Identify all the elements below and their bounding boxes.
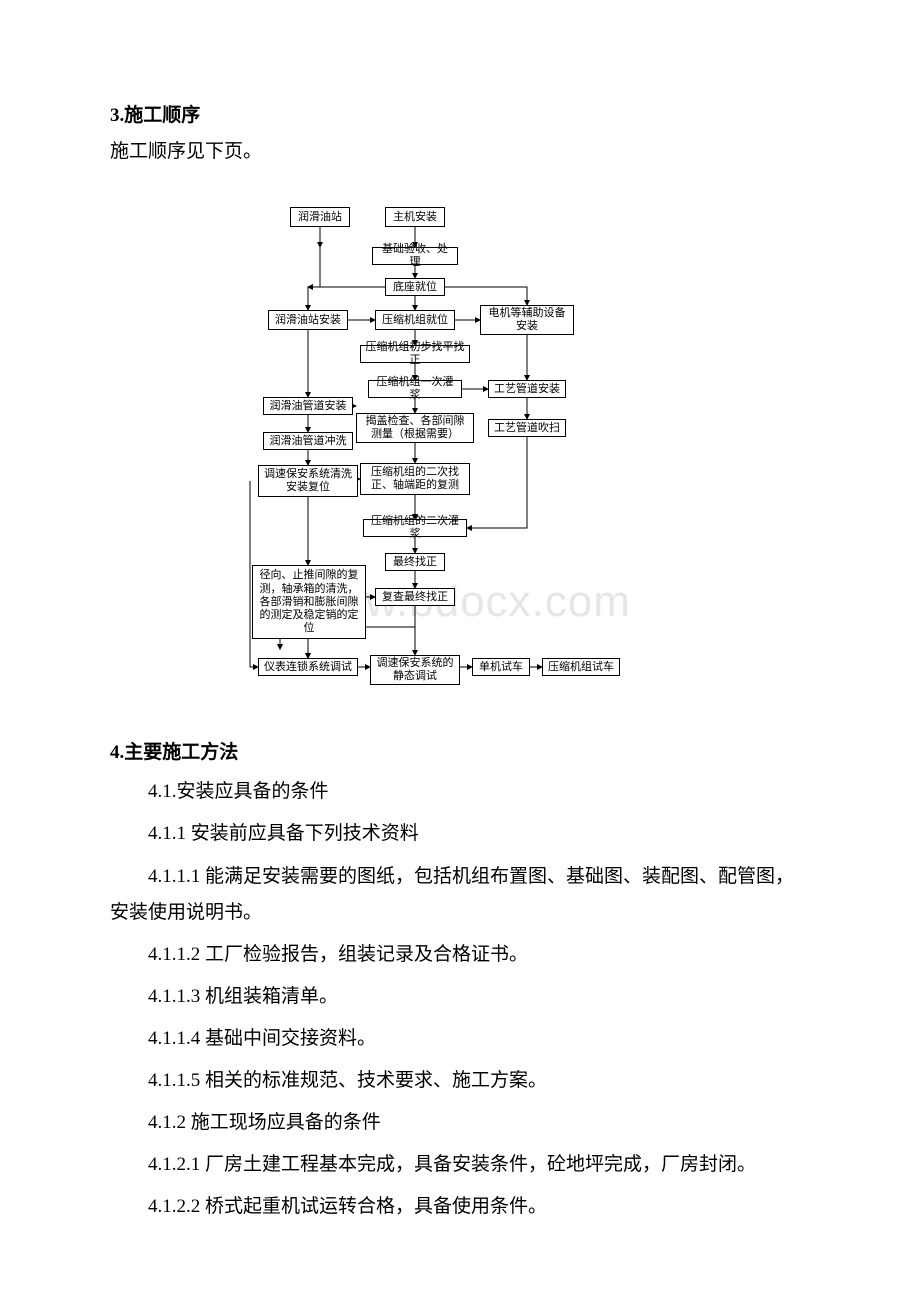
flow-node-n19: 径向、止推间隙的复测，轴承箱的清洗，各部滑销和膨胀间隙的测定及稳定销的定位 (252, 565, 366, 639)
section4-p9: 4.1.2.1 厂房土建工程基本完成，具备安装条件，砼地坪完成，厂房封闭。 (110, 1147, 810, 1183)
section4-p10: 4.1.2.2 桥式起重机试运转合格，具备使用条件。 (110, 1189, 810, 1225)
flow-node-n2: 主机安装 (385, 207, 445, 227)
flow-node-n21: 仪表连锁系统调试 (258, 658, 358, 676)
section4-p4: 4.1.1.2 工厂检验报告，组装记录及合格证书。 (110, 937, 810, 973)
flow-node-n14: 润滑油管道冲洗 (263, 432, 353, 450)
flow-node-n23: 单机试车 (472, 658, 530, 676)
flow-node-n16: 压缩机组的二次找正、轴端距的复测 (360, 463, 470, 495)
section4-p1: 4.1.安装应具备的条件 (110, 774, 810, 810)
flow-node-n9: 压缩机组一次灌浆 (368, 380, 462, 398)
section4-title: 4.主要施工方法 (110, 737, 810, 764)
section4-p5: 4.1.1.3 机组装箱清单。 (110, 979, 810, 1015)
section4-p6: 4.1.1.4 基础中间交接资料。 (110, 1021, 810, 1057)
section3-title: 3.施工顺序 (110, 100, 810, 127)
flow-node-n1: 润滑油站 (290, 207, 350, 227)
flow-node-n20: 复查最终找正 (375, 588, 455, 606)
flow-node-n15: 调速保安系统清洗安装复位 (258, 465, 358, 497)
flow-node-n3: 基础验收、处理 (372, 247, 458, 265)
flow-node-n8: 压缩机组初步找平找正 (360, 345, 470, 363)
flow-node-n22: 调速保安系统的静态调试 (370, 655, 460, 685)
flow-node-n5: 润滑油站安装 (268, 310, 348, 330)
section4-p8: 4.1.2 施工现场应具备的条件 (110, 1105, 810, 1141)
flow-node-n4: 底座就位 (385, 278, 445, 296)
section3-intro: 施工顺序见下页。 (110, 137, 810, 167)
flow-node-n6: 压缩机组就位 (375, 310, 455, 330)
flow-node-n10: 工艺管道安装 (488, 380, 566, 398)
flow-node-n11: 润滑油管道安装 (263, 397, 353, 415)
flow-node-n13: 工艺管道吹扫 (488, 419, 566, 437)
flow-node-n18: 最终找正 (385, 553, 445, 571)
flowchart-container: www.bdocx.com (150, 207, 650, 697)
section4-p2: 4.1.1 安装前应具备下列技术资料 (110, 816, 810, 852)
flow-node-n7: 电机等辅助设备安装 (480, 305, 574, 335)
flow-node-n24: 压缩机组试车 (542, 658, 620, 676)
section4-p3: 4.1.1.1 能满足安装需要的图纸，包括机组布置图、基础图、装配图、配管图，安… (110, 859, 810, 931)
flow-node-n17: 压缩机组的二次灌浆 (363, 519, 467, 537)
flow-node-n12: 揭盖检查、各部间隙测量（根据需要） (356, 413, 474, 443)
section4-p7: 4.1.1.5 相关的标准规范、技术要求、施工方案。 (110, 1063, 810, 1099)
